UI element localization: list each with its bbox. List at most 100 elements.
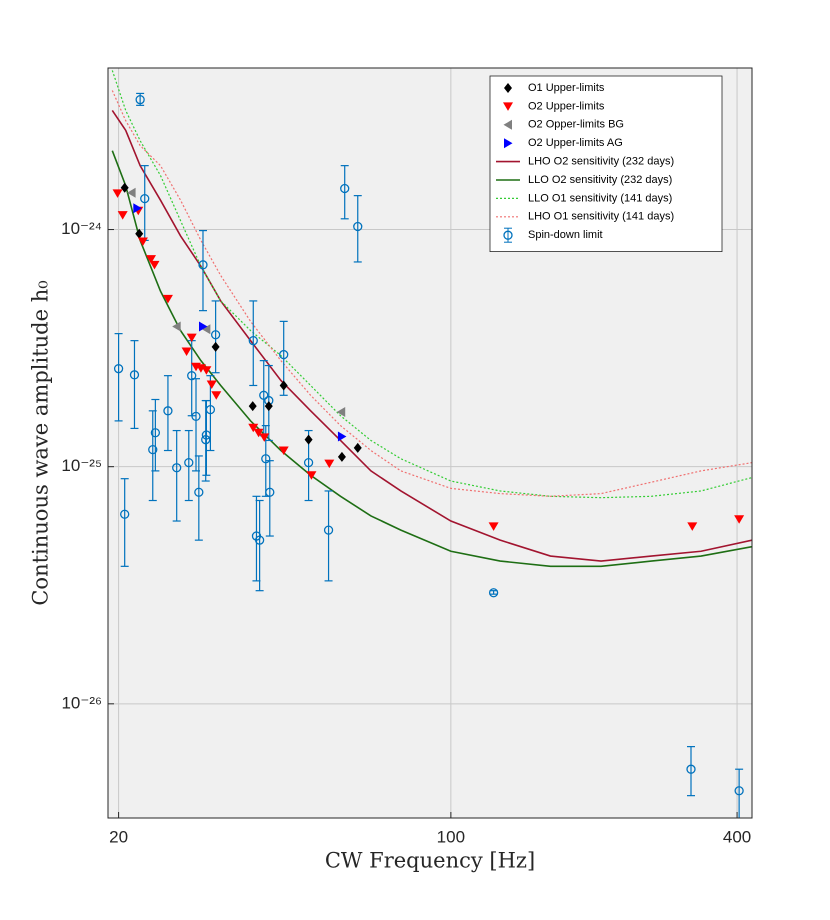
x-tick-label: 20 <box>109 827 128 846</box>
marker <box>163 406 173 416</box>
x-tick-label: 100 <box>437 827 465 846</box>
marker <box>340 183 350 194</box>
marker <box>194 487 204 497</box>
marker <box>337 451 346 462</box>
marker <box>211 391 222 400</box>
marker <box>503 102 513 111</box>
sensitivity-line <box>111 70 752 499</box>
marker <box>129 370 140 380</box>
marker <box>191 411 201 422</box>
marker <box>248 401 257 412</box>
marker <box>181 347 192 357</box>
marker <box>201 366 212 375</box>
error-bar <box>184 429 193 502</box>
marker <box>146 255 157 264</box>
marker <box>734 515 745 524</box>
marker <box>127 187 136 198</box>
error-bar <box>120 478 129 567</box>
sensitivity-line <box>111 90 752 497</box>
error-bar <box>172 429 181 522</box>
error-bar <box>211 300 220 374</box>
sensitivity-line <box>111 150 752 568</box>
marker <box>337 431 347 442</box>
error-bar <box>151 398 160 472</box>
marker <box>253 428 264 438</box>
marker <box>140 193 150 204</box>
y-tick-label: 10⁻²⁵ <box>61 456 102 475</box>
ticks: 20 100 400 10⁻²⁶ 10⁻²⁵ 10⁻²⁴ <box>61 219 751 846</box>
error-bar <box>265 460 274 537</box>
error-bar <box>198 229 207 312</box>
error-bar <box>194 455 203 541</box>
marker <box>113 364 124 374</box>
marker <box>117 211 128 220</box>
marker <box>198 321 208 332</box>
error-bar <box>324 490 333 582</box>
marker <box>259 390 269 400</box>
error-bar <box>249 300 258 387</box>
marker <box>278 446 289 456</box>
legend-label: LLO O2 sensitivity (232 days) <box>528 174 672 186</box>
marker <box>201 435 211 445</box>
marker <box>306 471 317 480</box>
marker <box>336 407 346 418</box>
legend-label: O1 Upper-limits <box>528 82 605 94</box>
marker <box>186 333 197 343</box>
y-tick-label: 10⁻²⁶ <box>61 693 102 712</box>
legend-label: O2 Upper-limits <box>528 100 605 112</box>
marker <box>184 457 194 468</box>
legend-label: LLO O1 sensitivity (141 days) <box>528 192 672 204</box>
marker <box>504 138 513 149</box>
marker <box>488 588 499 598</box>
marker <box>198 260 208 270</box>
marker <box>187 371 197 381</box>
legend: O1 Upper-limits O2 Upper-limits O2 Opper-l… <box>489 75 723 253</box>
marker <box>353 442 362 453</box>
marker <box>324 459 335 469</box>
legend-label: O2 Opper-limits BG <box>528 119 624 131</box>
x-tick-label: 400 <box>723 827 751 846</box>
marker <box>279 349 289 360</box>
error-bar <box>255 499 264 592</box>
error-bar <box>489 590 498 595</box>
marker <box>248 336 258 346</box>
sensitivity-line <box>111 109 752 562</box>
y-tick-label: 10⁻²⁴ <box>61 219 102 238</box>
marker <box>210 330 221 340</box>
marker <box>148 444 158 455</box>
marker <box>503 119 512 130</box>
marker <box>201 324 211 335</box>
legend-label: LHO O2 sensitivity (232 days) <box>528 156 674 168</box>
marker <box>261 454 271 464</box>
error-bar <box>687 746 696 797</box>
marker <box>120 182 129 193</box>
marker <box>264 401 273 412</box>
y-axis-label: Continuous wave amplitude h₀ <box>29 280 53 605</box>
marker <box>135 94 145 105</box>
error-bar <box>130 340 139 430</box>
marker <box>488 522 499 531</box>
error-bar <box>202 399 211 476</box>
marker <box>162 294 173 304</box>
axes-box <box>107 67 753 819</box>
legend-label: LHO O1 sensitivity (141 days) <box>528 211 674 223</box>
plot <box>111 70 752 818</box>
marker <box>279 380 288 391</box>
marker <box>205 404 216 415</box>
marker <box>172 321 181 332</box>
legend-box <box>489 75 723 253</box>
marker <box>503 230 513 240</box>
marker <box>504 83 512 93</box>
marker <box>172 463 182 473</box>
marker <box>206 380 217 390</box>
marker <box>353 221 363 232</box>
marker <box>259 433 270 442</box>
marker <box>303 457 314 468</box>
marker <box>112 189 123 198</box>
marker <box>265 487 275 497</box>
legend-label: Spin-down limit <box>528 229 603 241</box>
marker <box>304 434 313 445</box>
x-axis-label: CW Frequency [Hz] <box>325 849 535 873</box>
marker <box>120 509 130 519</box>
